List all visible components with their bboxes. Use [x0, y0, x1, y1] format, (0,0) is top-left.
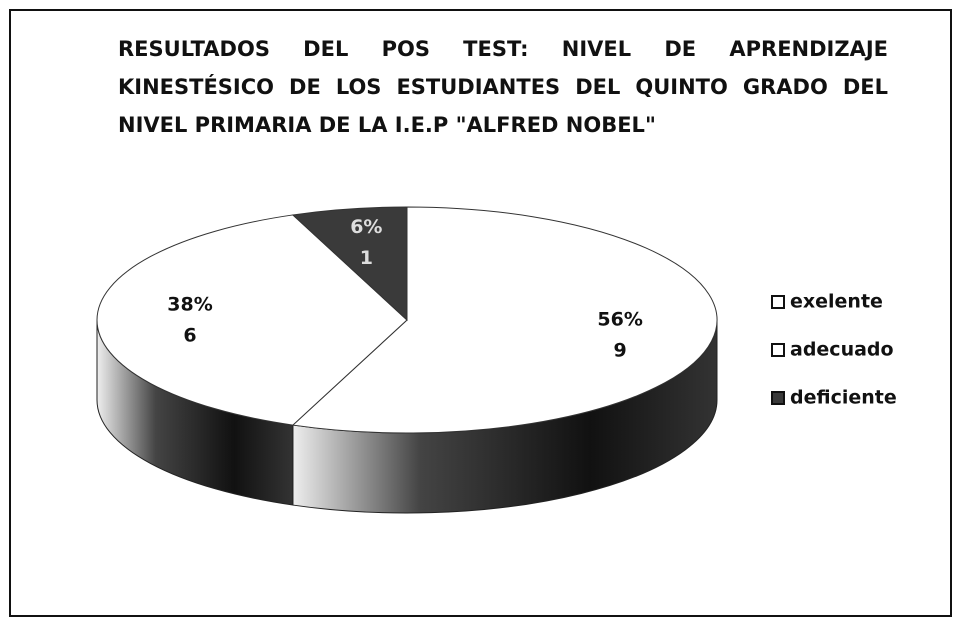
- data-label: 56%: [597, 308, 642, 330]
- legend-marker: [771, 391, 785, 405]
- legend-marker: [771, 295, 785, 309]
- data-count-label: 6: [183, 325, 196, 347]
- legend-label: adecuado: [790, 339, 894, 361]
- data-count-label: 1: [360, 247, 373, 269]
- legend-label: exelente: [790, 291, 883, 313]
- data-label: 38%: [167, 294, 212, 316]
- chart-title: RESULTADOS DEL POS TEST: NIVEL DE APREND…: [118, 37, 888, 137]
- data-label: 6%: [350, 216, 382, 238]
- pie-slice: [291, 206, 408, 322]
- legend-label: deficiente: [790, 387, 897, 409]
- pie-slice: [291, 206, 718, 434]
- pie-slice: [96, 214, 408, 426]
- legend-marker: [771, 343, 785, 357]
- data-count-label: 9: [614, 339, 627, 361]
